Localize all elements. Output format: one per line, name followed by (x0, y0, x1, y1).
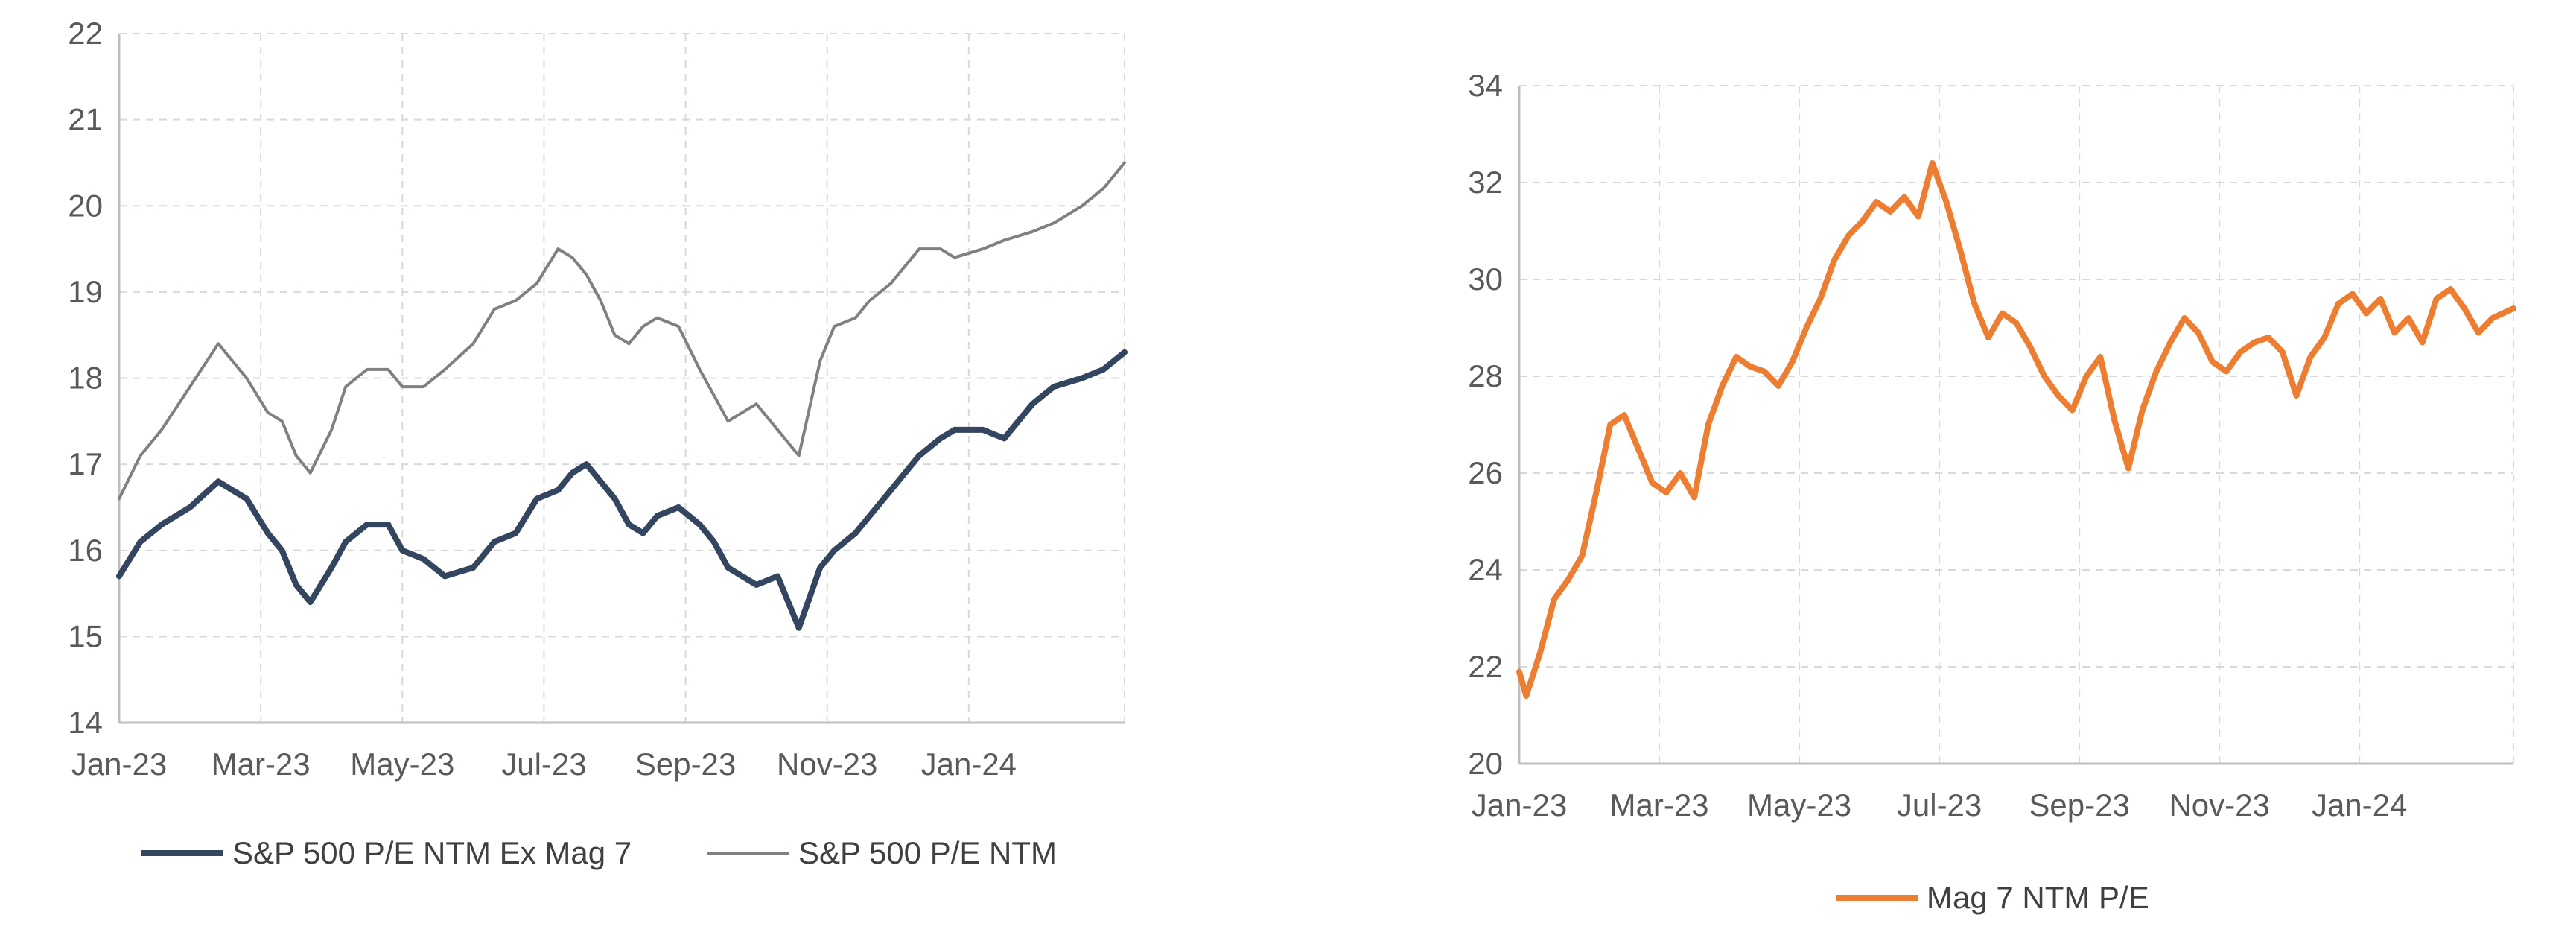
series-line-s-p-500-p-e-ntm-ex-mag-7 (116, 349, 1128, 631)
y-tick-label: 28 (1468, 358, 1503, 393)
legend-label: S&P 500 P/E NTM Ex Mag 7 (232, 835, 632, 870)
y-tick-label: 14 (68, 705, 103, 740)
x-tick-label: Jul-23 (501, 747, 586, 782)
series-line-s-p-500-p-e-ntm (118, 161, 1126, 501)
y-tick-label: 34 (1468, 68, 1503, 103)
y-tick-label: 22 (1468, 649, 1503, 684)
y-tick-label: 32 (1468, 165, 1503, 200)
x-tick-label: Jan-23 (71, 747, 167, 782)
y-tick-label: 18 (68, 361, 103, 396)
x-tick-label: Jul-23 (1897, 788, 1982, 823)
y-tick-label: 16 (68, 533, 103, 568)
x-tick-label: Jan-23 (1472, 788, 1567, 823)
y-tick-label: 20 (68, 188, 103, 223)
y-tick-label: 26 (1468, 455, 1503, 490)
x-tick-label: Mar-23 (212, 747, 311, 782)
y-tick-label: 17 (68, 446, 103, 481)
legend-label: S&P 500 P/E NTM (798, 835, 1057, 870)
x-tick-label: Jan-24 (2312, 788, 2407, 823)
x-tick-label: Jan-24 (921, 747, 1017, 782)
x-tick-label: May-23 (350, 747, 454, 782)
x-tick-label: Nov-23 (777, 747, 877, 782)
x-tick-label: Sep-23 (635, 747, 736, 782)
y-tick-label: 19 (68, 274, 103, 309)
y-tick-label: 20 (1468, 746, 1503, 781)
y-tick-label: 15 (68, 618, 103, 653)
y-tick-label: 22 (68, 16, 103, 51)
y-tick-label: 24 (1468, 552, 1503, 587)
series-line-mag-7-ntm-p-e (1516, 160, 2516, 699)
legend-label: Mag 7 NTM P/E (1927, 880, 2149, 915)
right-chart-mag7-pe: 34 32 30 28 26 24 22 20 Jan-23 Mar-23 May-23 Jul-23… (1468, 68, 2516, 915)
x-tick-label: Sep-23 (2029, 788, 2129, 823)
x-tick-label: Nov-23 (2169, 788, 2269, 823)
x-tick-label: May-23 (1747, 788, 1851, 823)
y-tick-label: 21 (68, 102, 103, 137)
x-tick-label: Mar-23 (1610, 788, 1709, 823)
y-tick-label: 30 (1468, 262, 1503, 297)
left-chart-sp500-pe: 22 21 20 19 18 17 16 15 14 Jan-23 Mar-23 May-23 Jul-… (68, 16, 1128, 870)
